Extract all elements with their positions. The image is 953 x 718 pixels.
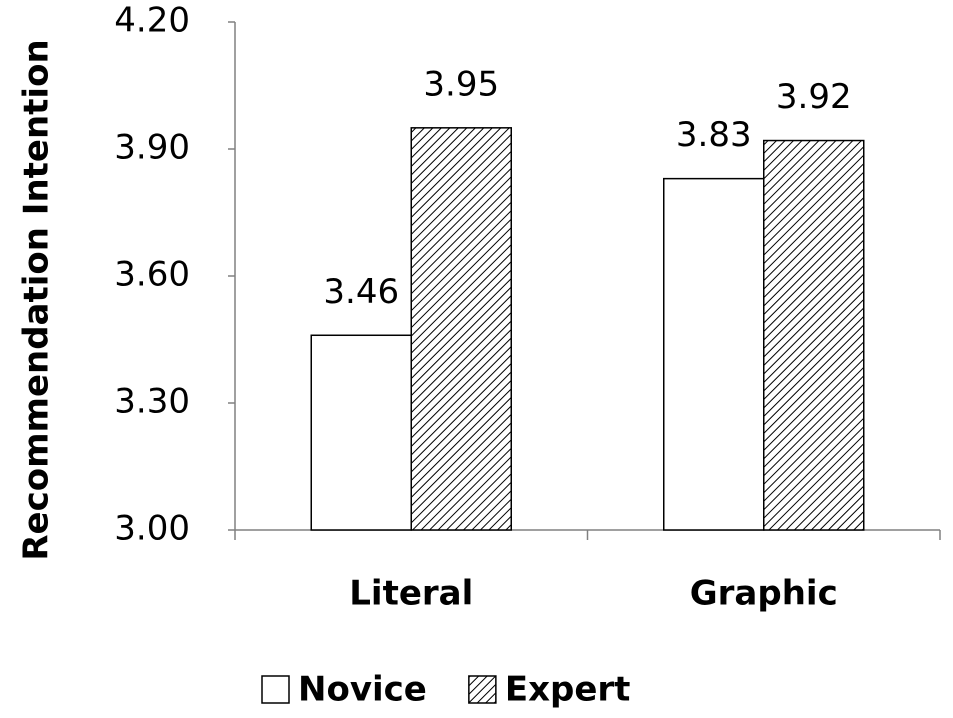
x-tick-label: Literal [349,574,473,614]
x-tick-label: Graphic [690,574,838,614]
bar [310,334,412,531]
y-tick-label: 3.90 [114,128,190,168]
bar [663,177,765,531]
data-label: 3.46 [323,272,399,312]
legend-label: Novice [298,670,427,710]
y-tick-label: 3.60 [114,255,190,295]
y-tick-label: 4.20 [114,1,190,41]
legend-swatch [261,675,290,704]
bar [410,127,512,531]
y-tick-label: 3.30 [114,382,190,422]
legend-label: Expert [505,670,631,710]
y-tick-label: 3.00 [114,509,190,549]
data-label: 3.95 [423,64,499,104]
data-label: 3.83 [676,115,752,155]
y-axis-label: Recommendation Intention [17,39,57,560]
bar [763,139,865,531]
data-label: 3.92 [776,77,852,117]
legend-swatch [468,675,497,704]
